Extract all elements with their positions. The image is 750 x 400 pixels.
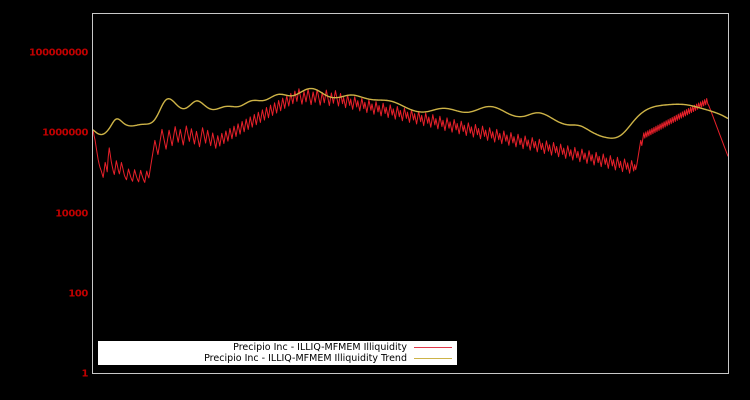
y-tick-label: 1 (81, 368, 88, 380)
y-tick-label: 10000 (55, 208, 88, 220)
plot-canvas (93, 14, 728, 373)
legend-label-illiquidity: Precipio Inc - ILLIQ-MFMEM Illiquidity (233, 342, 407, 353)
y-tick-label: 100000000 (28, 47, 88, 59)
series-line-0 (93, 89, 728, 183)
legend-item-illiquidity[interactable]: Precipio Inc - ILLIQ-MFMEM Illiquidity (98, 342, 457, 353)
y-axis-tick-labels: 100000000 1000000 10000 100 1 (0, 0, 88, 400)
legend-swatch-illiquidity-trend (414, 358, 452, 359)
y-tick-label: 1000000 (42, 127, 88, 139)
chart-legend: Precipio Inc - ILLIQ-MFMEM Illiquidity P… (98, 341, 457, 365)
plot-area (92, 13, 729, 374)
legend-label-illiquidity-trend: Precipio Inc - ILLIQ-MFMEM Illiquidity T… (204, 353, 407, 364)
series-line-1 (93, 89, 728, 139)
legend-swatch-illiquidity (414, 347, 452, 348)
legend-item-illiquidity-trend[interactable]: Precipio Inc - ILLIQ-MFMEM Illiquidity T… (98, 353, 457, 364)
y-tick-label: 100 (68, 288, 88, 300)
